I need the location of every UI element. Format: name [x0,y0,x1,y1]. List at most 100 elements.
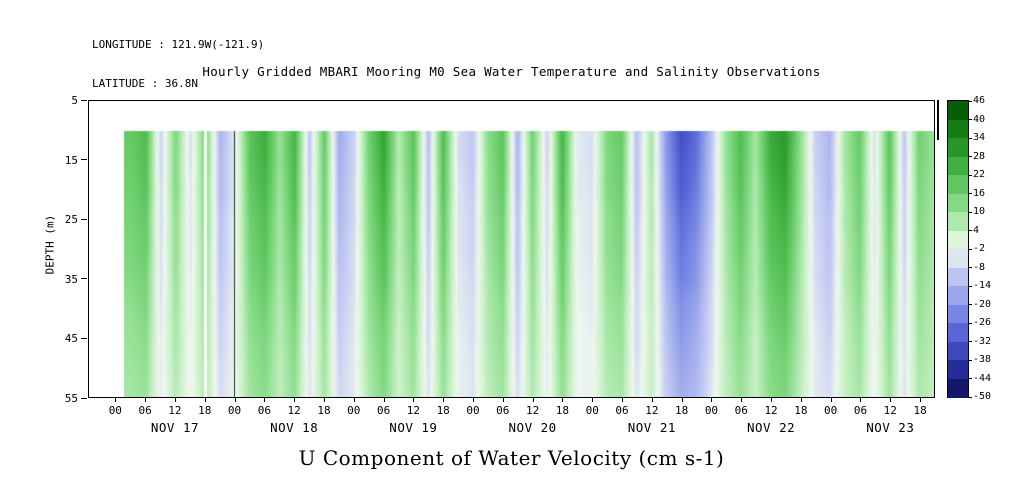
longitude-label: LONGITUDE : 121.9W(-121.9) [92,38,265,51]
colorbar-band [948,156,968,176]
x-tick-mark [651,398,653,402]
x-tick-mark [323,398,325,402]
colorbar-tick-label: -26 [973,317,992,328]
colorbar-tick-mark [968,248,972,250]
x-hour-tick-label: 06 [615,404,629,417]
x-tick-mark [920,398,922,402]
x-tick-mark [115,398,117,402]
colorbar-tick-mark [968,396,972,398]
colorbar-band [948,304,968,324]
x-hour-tick-label: 12 [645,404,659,417]
x-day-label: NOV 18 [270,420,319,435]
colorbar-tick-mark [968,119,972,120]
y-tick-label: 45 [64,332,78,346]
latitude-label: LATITUDE : 36.8N [92,77,198,90]
x-hour-tick-label: 06 [734,404,748,417]
x-axis-caption: U Component of Water Velocity (cm s-1) [298,446,725,470]
colorbar-tick-label: -38 [973,354,992,365]
colorbar-band [948,341,968,361]
x-day-label: NOV 17 [150,420,199,435]
colorbar-band [948,360,968,379]
colorbar-tick-mark [968,100,972,102]
colorbar-tick-label: -44 [973,372,992,384]
x-tick-mark [741,398,743,402]
colorbar-tick-mark [968,211,972,213]
colorbar-tick-mark [968,285,972,287]
y-tick-mark [81,159,87,161]
colorbar-tick-label: 40 [973,113,986,125]
colorbar-tick-label: 34 [973,132,986,143]
x-tick-mark [532,398,534,402]
x-tick-mark [473,398,474,402]
x-hour-tick-label: 18 [555,404,570,417]
colorbar-tick-mark [968,156,972,157]
x-tick-mark [204,398,206,402]
colorbar-band [948,212,968,231]
y-tick-label: 55 [64,392,78,405]
colorbar-tick-label: 46 [973,95,986,106]
x-hour-tick-label: 06 [376,404,391,417]
colorbar-band [948,323,968,342]
x-tick-mark [830,398,832,402]
x-tick-mark [413,398,415,402]
colorbar-tick-mark [968,378,972,379]
x-hour-tick-label: 18 [794,404,808,417]
x-tick-mark [860,398,862,402]
heatmap-canvas [89,101,934,397]
x-hour-tick-label: 00 [108,404,122,417]
plot-title: Hourly Gridded MBARI Mooring M0 Sea Wate… [202,64,821,79]
x-hour-tick-label: 18 [675,404,689,417]
colorbar-band [948,267,968,287]
x-hour-tick-label: 00 [347,404,361,417]
axis-artifact-line [937,100,939,140]
x-tick-mark [502,398,504,402]
colorbar-tick-mark [968,341,972,342]
x-day-label: NOV 21 [627,420,676,435]
x-day-label: NOV 23 [866,420,915,435]
x-day-label: NOV 19 [389,420,438,435]
x-hour-tick-label: 00 [585,404,599,417]
colorbar-band [948,101,968,120]
colorbar-tick-label: -2 [973,243,986,254]
x-hour-tick-label: 12 [525,404,540,417]
x-tick-mark [622,398,624,402]
x-hour-tick-label: 06 [138,404,152,417]
colorbar-tick-mark [968,267,972,268]
x-day-label: NOV 20 [508,420,557,435]
x-tick-mark [592,398,594,402]
x-day-label: NOV 22 [746,420,796,435]
colorbar-tick-label: -50 [973,391,992,402]
x-tick-mark [711,398,713,402]
colorbar-band [948,286,968,305]
y-tick-mark [81,397,87,399]
x-hour-tick-label: 00 [704,404,719,417]
colorbar-tick-label: 22 [973,169,986,180]
x-tick-mark [174,398,176,402]
x-tick-mark [562,398,564,402]
x-tick-mark [800,398,802,402]
x-hour-tick-label: 06 [257,404,271,417]
x-tick-mark [353,398,355,402]
plot-frame [88,100,935,398]
x-hour-tick-label: 12 [406,404,420,417]
x-hour-tick-label: 18 [436,404,450,417]
colorbar-tick-label: -14 [973,280,992,291]
x-tick-mark [145,398,147,402]
x-tick-mark [890,398,892,402]
y-tick-mark [81,218,87,220]
y-tick-label: 15 [64,153,78,167]
y-tick-mark [81,278,87,280]
y-tick-label: 5 [71,94,78,107]
colorbar-tick-mark [968,193,972,194]
y-tick-label: 35 [64,272,78,286]
colorbar-band [948,230,968,250]
x-tick-mark [294,398,296,402]
colorbar-tick-mark [968,322,972,324]
x-tick-mark [234,398,236,402]
x-tick-mark [681,398,683,402]
colorbar-tick-label: -32 [973,335,992,347]
colorbar-tick-mark [968,230,972,231]
y-tick-label: 25 [64,213,78,227]
colorbar-tick-label: 4 [973,224,980,236]
